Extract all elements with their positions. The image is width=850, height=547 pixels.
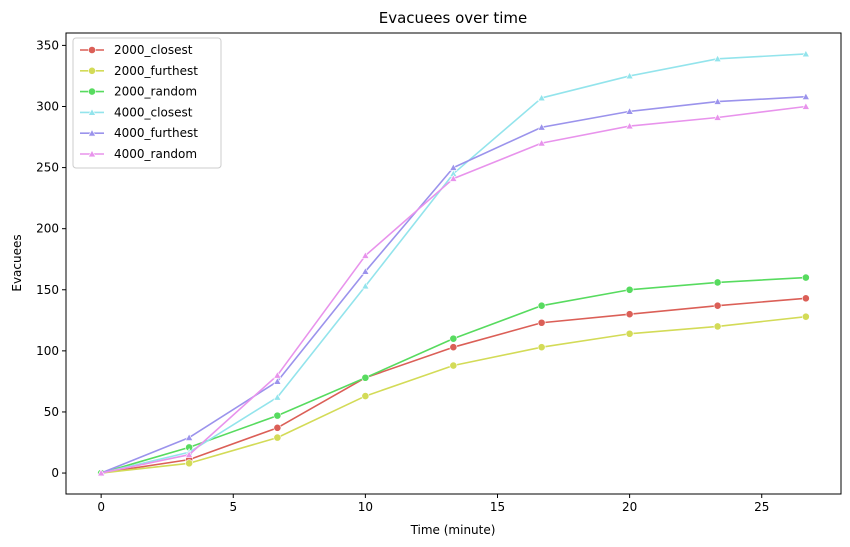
data-point: [625, 71, 634, 80]
y-tick-label: 250: [36, 161, 59, 175]
legend-label: 4000_closest: [114, 105, 193, 119]
data-point: [449, 343, 458, 352]
data-point: [273, 377, 282, 385]
x-tick-label: 15: [490, 500, 505, 514]
data-point: [713, 54, 722, 63]
data-point: [449, 174, 458, 182]
y-tick-label: 300: [36, 99, 59, 113]
data-point: [361, 281, 370, 290]
data-point: [537, 301, 546, 310]
data-point: [97, 468, 106, 477]
data-point: [713, 301, 722, 310]
y-tick-label: 350: [36, 38, 59, 52]
series-layer: [97, 49, 810, 477]
legend-box: [72, 37, 222, 169]
data-point: [185, 433, 194, 441]
x-tick-label: 5: [229, 500, 237, 514]
series-2000_closest: [97, 294, 810, 477]
data-point: [537, 343, 546, 352]
data-point: [713, 322, 722, 331]
data-point: [801, 312, 810, 321]
data-point: [801, 294, 810, 303]
data-point: [537, 93, 546, 102]
data-point: [537, 123, 546, 131]
data-point: [801, 49, 810, 58]
legend-marker: [88, 46, 96, 54]
series-2000_random: [97, 273, 810, 477]
data-point: [625, 121, 634, 130]
y-axis: 0 50 100 150 200 250 300 350: [36, 38, 66, 480]
y-tick-label: 100: [36, 344, 59, 358]
data-point: [449, 334, 458, 343]
legend-label: 2000_furthest: [114, 64, 198, 78]
data-point: [273, 433, 282, 442]
y-tick-label: 150: [36, 283, 59, 297]
data-point: [801, 92, 810, 100]
data-point: [361, 251, 370, 259]
legend-item: 4000_closest: [80, 105, 193, 119]
data-point: [449, 361, 458, 370]
series-line: [101, 297, 806, 474]
data-point: [537, 138, 546, 147]
data-point: [625, 310, 634, 319]
x-tick-label: 10: [358, 500, 373, 514]
data-point: [185, 459, 194, 468]
chart-title: Evacuees over time: [379, 9, 527, 27]
data-point: [625, 329, 634, 338]
legend-label: 2000_closest: [114, 43, 193, 57]
data-point: [273, 423, 282, 432]
legend-label: 4000_random: [114, 147, 197, 161]
data-point: [625, 285, 634, 294]
x-tick-label: 25: [754, 500, 769, 514]
data-point: [361, 267, 370, 275]
y-tick-label: 200: [36, 222, 59, 236]
data-point: [801, 102, 810, 110]
data-point: [361, 392, 370, 400]
plot-area-frame: [65, 32, 842, 495]
data-point: [537, 318, 546, 327]
y-tick-label: 50: [44, 405, 59, 419]
legend-label: 2000_random: [114, 85, 197, 99]
legend-marker: [87, 128, 97, 137]
x-axis-label: Time (minute): [410, 523, 496, 537]
legend-item: 2000_closest: [80, 43, 193, 57]
legend-item: 2000_furthest: [80, 64, 198, 78]
series-4000_random: [97, 102, 810, 477]
y-tick-label: 0: [51, 466, 59, 480]
legend-item: 2000_random: [80, 85, 197, 99]
x-tick-label: 0: [97, 500, 105, 514]
data-point: [449, 163, 458, 171]
legend-label: 4000_furthest: [114, 126, 198, 140]
data-point: [713, 97, 722, 105]
legend-marker: [88, 87, 96, 96]
x-axis: 0 5 10 15 20 25: [97, 494, 769, 514]
data-point: [273, 411, 282, 420]
legend: 2000_closest 2000_furthest 2000_random 4000…: [72, 37, 222, 169]
data-point: [273, 393, 282, 401]
data-point: [801, 273, 810, 282]
data-point: [713, 278, 722, 287]
legend-item: 4000_furthest: [80, 126, 198, 140]
data-point: [713, 113, 722, 121]
x-tick-label: 20: [622, 500, 637, 514]
data-point: [361, 373, 370, 382]
legend-item: 4000_random: [80, 147, 197, 161]
data-point: [273, 371, 282, 379]
legend-marker: [87, 149, 97, 158]
y-axis-label: Evacuees: [10, 234, 24, 291]
data-point: [625, 107, 634, 115]
data-point: [185, 450, 194, 458]
legend-marker: [87, 108, 97, 116]
legend-marker: [88, 66, 96, 75]
